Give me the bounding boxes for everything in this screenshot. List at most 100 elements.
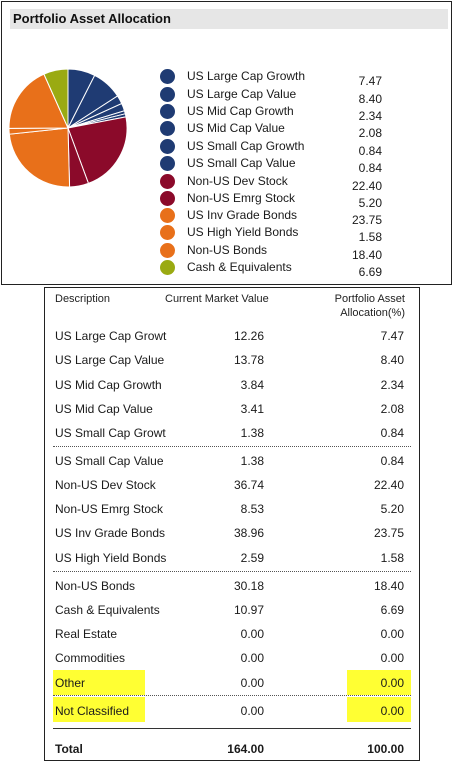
legend-value: 2.34 — [358, 109, 382, 123]
legend-label: US Mid Cap Growth — [187, 104, 294, 118]
cell-allocation: 18.40 — [373, 579, 404, 593]
cell-allocation: 100.00 — [367, 742, 404, 756]
cell-market-value: 3.84 — [240, 378, 264, 392]
cell-allocation: 0.00 — [380, 704, 404, 718]
legend-swatch — [160, 260, 175, 275]
legend-swatch — [160, 174, 175, 189]
header-description: Description — [55, 293, 111, 305]
highlight-description — [53, 697, 145, 722]
cell-allocation: 0.84 — [380, 426, 404, 440]
cell-description: Other — [55, 676, 86, 690]
table-row: US High Yield Bonds 2.59 1.58 — [45, 546, 419, 570]
legend-item: Non-US Bonds — [158, 242, 420, 259]
cell-allocation: 0.00 — [380, 627, 404, 641]
legend-swatch — [160, 139, 175, 154]
cell-description: Non-US Bonds — [55, 579, 136, 593]
cell-market-value: 0.00 — [240, 704, 264, 718]
cell-description: Not Classified — [55, 704, 130, 718]
row-group-divider — [53, 695, 411, 696]
legend-item: US High Yield Bonds — [158, 224, 420, 241]
legend-swatch — [160, 104, 175, 119]
row-group-divider — [53, 571, 411, 572]
legend-item: US Large Cap Value — [158, 86, 420, 103]
legend-label: US Large Cap Growth — [187, 69, 306, 83]
cell-market-value: 38.96 — [233, 526, 264, 540]
cell-allocation: 1.58 — [380, 551, 404, 565]
legend-item: US Mid Cap Growth — [158, 103, 420, 120]
legend-item: US Small Cap Value — [158, 155, 420, 172]
legend-item: US Small Cap Growth — [158, 138, 420, 155]
legend-value: 5.20 — [358, 196, 382, 210]
cell-allocation: 22.40 — [373, 478, 404, 492]
pie-slice-us-inv-grade-bonds — [8, 127, 71, 188]
legend-swatch — [160, 87, 175, 102]
legend-swatch — [160, 225, 175, 240]
cell-market-value: 36.74 — [233, 478, 264, 492]
allocation-table: Description Current Market Value Portfol… — [44, 287, 420, 761]
table-row: US Mid Cap Value 3.41 2.08 — [45, 397, 419, 421]
legend-label: Cash & Equivalents — [187, 260, 292, 274]
legend-item: Non-US Dev Stock — [158, 173, 420, 190]
legend-swatch — [160, 208, 175, 223]
legend-value: 6.69 — [358, 265, 382, 279]
total-row: Total 164.00 100.00 — [45, 737, 419, 761]
total-divider — [53, 728, 411, 729]
cell-allocation: 0.00 — [380, 651, 404, 665]
cell-market-value: 8.53 — [240, 502, 264, 516]
header-allocation: Portfolio Asset Allocation(%) — [334, 293, 405, 319]
legend-label: Non-US Dev Stock — [187, 174, 288, 188]
cell-market-value: 164.00 — [227, 742, 264, 756]
legend-label: US Small Cap Growth — [187, 139, 305, 153]
row-group-divider — [53, 446, 411, 447]
legend-value: 1.58 — [358, 230, 382, 244]
cell-allocation: 0.00 — [380, 676, 404, 690]
cell-description: Real Estate — [55, 627, 118, 641]
legend-value: 22.40 — [351, 179, 382, 193]
cell-allocation: 23.75 — [373, 526, 404, 540]
cell-description: US Mid Cap Value — [55, 402, 153, 416]
cell-allocation: 0.84 — [380, 454, 404, 468]
cell-market-value: 13.78 — [233, 353, 264, 367]
table-row: US Mid Cap Growth 3.84 2.34 — [45, 373, 419, 397]
table-row: US Large Cap Growt 12.26 7.47 — [45, 324, 419, 348]
legend-swatch — [160, 121, 175, 136]
legend-label: Non-US Bonds — [187, 243, 268, 257]
cell-market-value: 3.41 — [240, 402, 264, 416]
legend-item: US Mid Cap Value — [158, 120, 420, 137]
legend-value: 0.84 — [358, 144, 382, 158]
legend-label: US Small Cap Value — [187, 156, 296, 170]
cell-market-value: 0.00 — [240, 676, 264, 690]
legend-item: US Large Cap Growth — [158, 68, 420, 85]
cell-description: US High Yield Bonds — [55, 551, 167, 565]
legend-swatch — [160, 191, 175, 206]
cell-market-value: 0.00 — [240, 651, 264, 665]
table-row: Non-US Dev Stock 36.74 22.40 — [45, 473, 419, 497]
legend-value: 2.08 — [358, 126, 382, 140]
legend-label: Non-US Emrg Stock — [187, 191, 296, 205]
legend-label: US High Yield Bonds — [187, 225, 299, 239]
header-market-value: Current Market Value — [165, 293, 269, 305]
legend-swatch — [160, 69, 175, 84]
legend-value: 7.47 — [358, 74, 382, 88]
cell-market-value: 12.26 — [233, 329, 264, 343]
cell-description: US Large Cap Value — [55, 353, 165, 367]
legend-label: US Large Cap Value — [187, 87, 297, 101]
cell-market-value: 1.38 — [240, 454, 264, 468]
legend-value: 8.40 — [358, 92, 382, 106]
cell-description: Non-US Dev Stock — [55, 478, 156, 492]
panel-title: Portfolio Asset Allocation — [10, 9, 448, 29]
legend-item: Cash & Equivalents — [158, 259, 420, 276]
legend-swatch — [160, 243, 175, 258]
legend-value: 18.40 — [351, 248, 382, 262]
cell-description: Total — [55, 742, 83, 756]
cell-market-value: 2.59 — [240, 551, 264, 565]
cell-allocation: 5.20 — [380, 502, 404, 516]
table-row: US Small Cap Growt 1.38 0.84 — [45, 421, 419, 445]
table-row: US Large Cap Value 13.78 8.40 — [45, 348, 419, 372]
table-row: Real Estate 0.00 0.00 — [45, 622, 419, 646]
cell-market-value: 1.38 — [240, 426, 264, 440]
cell-description: Commodities — [55, 651, 126, 665]
cell-allocation: 2.08 — [380, 402, 404, 416]
cell-description: US Small Cap Growt — [55, 426, 166, 440]
highlight-description — [53, 670, 145, 695]
